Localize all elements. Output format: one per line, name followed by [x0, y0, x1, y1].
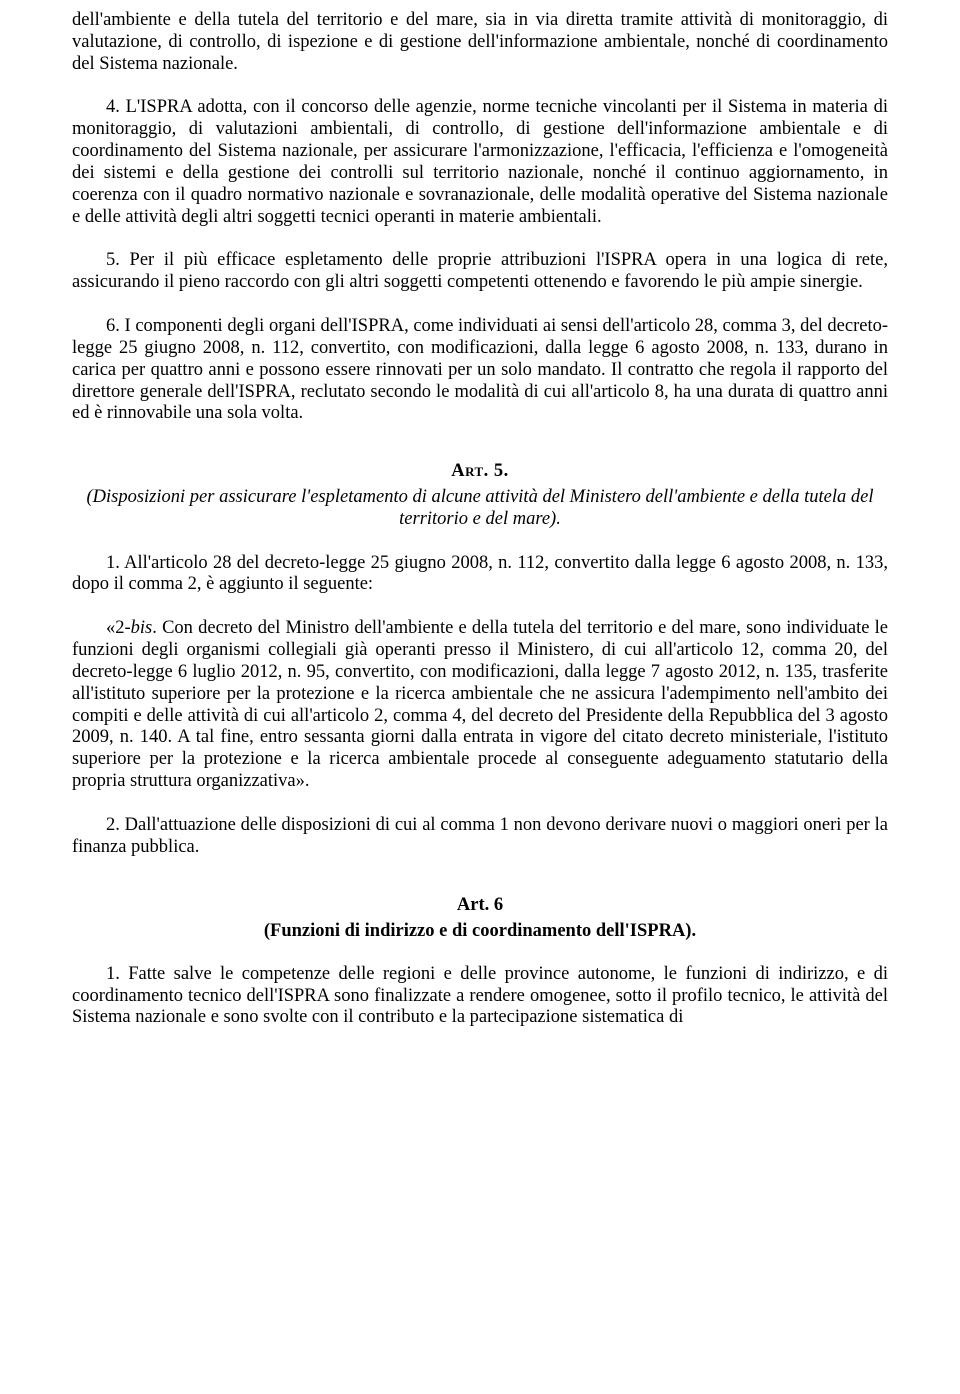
art5-paragraph-1: 1. All'articolo 28 del decreto-legge 25 …	[72, 553, 888, 597]
paragraph-6: 6. I componenti degli organi dell'ISPRA,…	[72, 316, 888, 425]
article-6-heading: Art. 6	[72, 895, 888, 916]
quote-prefix: «2-	[106, 618, 131, 638]
article-5-label: Art. 5.	[451, 461, 509, 481]
bis-italic: bis	[131, 618, 153, 638]
art5-paragraph-2bis: «2-bis. Con decreto del Ministro dell'am…	[72, 618, 888, 793]
quote-body: . Con decreto del Ministro dell'ambiente…	[72, 618, 888, 791]
paragraph-continuation: dell'ambiente e della tutela del territo…	[72, 10, 888, 75]
art6-paragraph-1: 1. Fatte salve le competenze delle regio…	[72, 964, 888, 1029]
art5-paragraph-2: 2. Dall'attuazione delle disposizioni di…	[72, 815, 888, 859]
paragraph-5: 5. Per il più efficace espletamento dell…	[72, 250, 888, 294]
article-6-label: Art. 6	[457, 895, 503, 915]
paragraph-4: 4. L'ISPRA adotta, con il concorso delle…	[72, 97, 888, 228]
article-5-heading: Art. 5.	[72, 461, 888, 482]
article-5-subtitle: (Disposizioni per assicurare l'espletame…	[72, 486, 888, 530]
article-6-subtitle: (Funzioni di indirizzo e di coordinament…	[72, 920, 888, 942]
